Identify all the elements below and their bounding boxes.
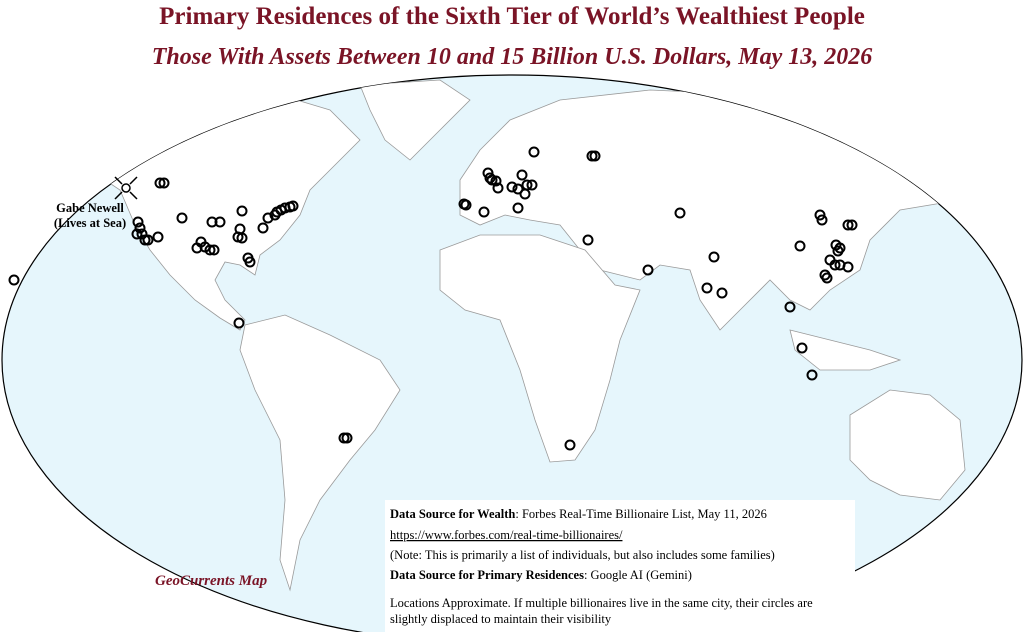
source-residence: Data Source for Primary Residences: Goog… <box>390 568 692 582</box>
residence-marker <box>208 244 220 256</box>
africa <box>439 234 641 463</box>
residence-marker <box>131 228 143 240</box>
residence-marker <box>214 216 226 228</box>
credit: GeoCurrents Map <box>155 573 268 589</box>
caveat-line: slightly displaced to maintain their vis… <box>390 612 612 626</box>
residence-marker <box>701 282 713 294</box>
source-url[interactable]: https://www.forbes.com/real-time-billion… <box>390 528 623 542</box>
residence-marker <box>244 256 256 268</box>
residence-marker <box>236 232 248 244</box>
southeast-asia <box>789 329 902 371</box>
residence-marker <box>492 182 504 194</box>
residence-marker <box>526 179 538 191</box>
residence-marker <box>794 240 806 252</box>
residence-marker <box>816 214 828 226</box>
residence-marker <box>152 231 164 243</box>
residence-marker <box>191 242 203 254</box>
residence-marker <box>484 172 496 184</box>
residence-marker <box>512 183 524 195</box>
residence-marker <box>257 222 269 234</box>
residence-marker <box>528 146 540 158</box>
residence-marker <box>821 272 833 284</box>
residence-marker <box>842 219 854 231</box>
residence-marker <box>136 228 148 240</box>
residence-marker <box>796 342 808 354</box>
residence-marker <box>142 234 154 246</box>
residence-marker <box>287 200 299 212</box>
residence-marker <box>784 301 796 313</box>
residence-marker <box>458 198 470 210</box>
source-note: (Note: This is primarily a list of indiv… <box>390 548 775 562</box>
residence-marker <box>8 274 20 286</box>
residence-marker <box>708 251 720 263</box>
text: : Forbes Real-Time Billionaire List, May… <box>515 507 767 521</box>
residence-marker <box>674 207 686 219</box>
caveat-line: Locations Approximate. If multiple billi… <box>390 596 813 610</box>
residence-marker <box>564 439 576 451</box>
south-america <box>239 314 401 592</box>
subtitle: Those With Assets Between 10 and 15 Bill… <box>152 44 873 70</box>
residence-marker <box>158 177 170 189</box>
residence-marker <box>233 317 245 329</box>
residence-marker <box>582 234 594 246</box>
label: Data Source for Wealth <box>390 507 515 521</box>
residence-marker <box>204 244 216 256</box>
residence-marker <box>832 245 844 257</box>
residence-marker <box>490 175 502 187</box>
residence-marker <box>134 222 146 234</box>
residence-marker <box>176 212 188 224</box>
residence-marker <box>132 216 144 228</box>
label: Data Source for Primary Residences <box>390 568 584 582</box>
residence-marker <box>519 188 531 200</box>
title: Primary Residences of the Sixth Tier of … <box>159 3 865 30</box>
residence-marker <box>269 209 281 221</box>
residence-marker <box>516 169 528 181</box>
source-wealth: Data Source for Wealth: Forbes Real-Time… <box>390 507 767 521</box>
residence-marker <box>814 209 826 221</box>
residence-marker <box>512 202 524 214</box>
residence-marker <box>589 150 601 162</box>
residence-marker <box>829 259 841 271</box>
residence-marker <box>716 287 728 299</box>
residence-marker <box>506 181 518 193</box>
residence-marker <box>236 205 248 217</box>
residence-marker <box>478 206 490 218</box>
residence-marker <box>806 369 818 381</box>
residence-marker <box>154 177 166 189</box>
annotation-line: Gabe Newell <box>56 201 124 215</box>
residence-marker <box>642 264 654 276</box>
text: : Google AI (Gemini) <box>584 568 692 582</box>
residence-marker <box>846 219 858 231</box>
australia <box>849 389 966 501</box>
residence-marker <box>341 432 353 444</box>
annotation-line: (Lives at Sea) <box>54 216 126 230</box>
source-box <box>385 500 855 632</box>
residence-marker <box>842 261 854 273</box>
greenland <box>359 79 471 161</box>
markers <box>8 146 858 451</box>
sea-icon <box>114 176 138 200</box>
